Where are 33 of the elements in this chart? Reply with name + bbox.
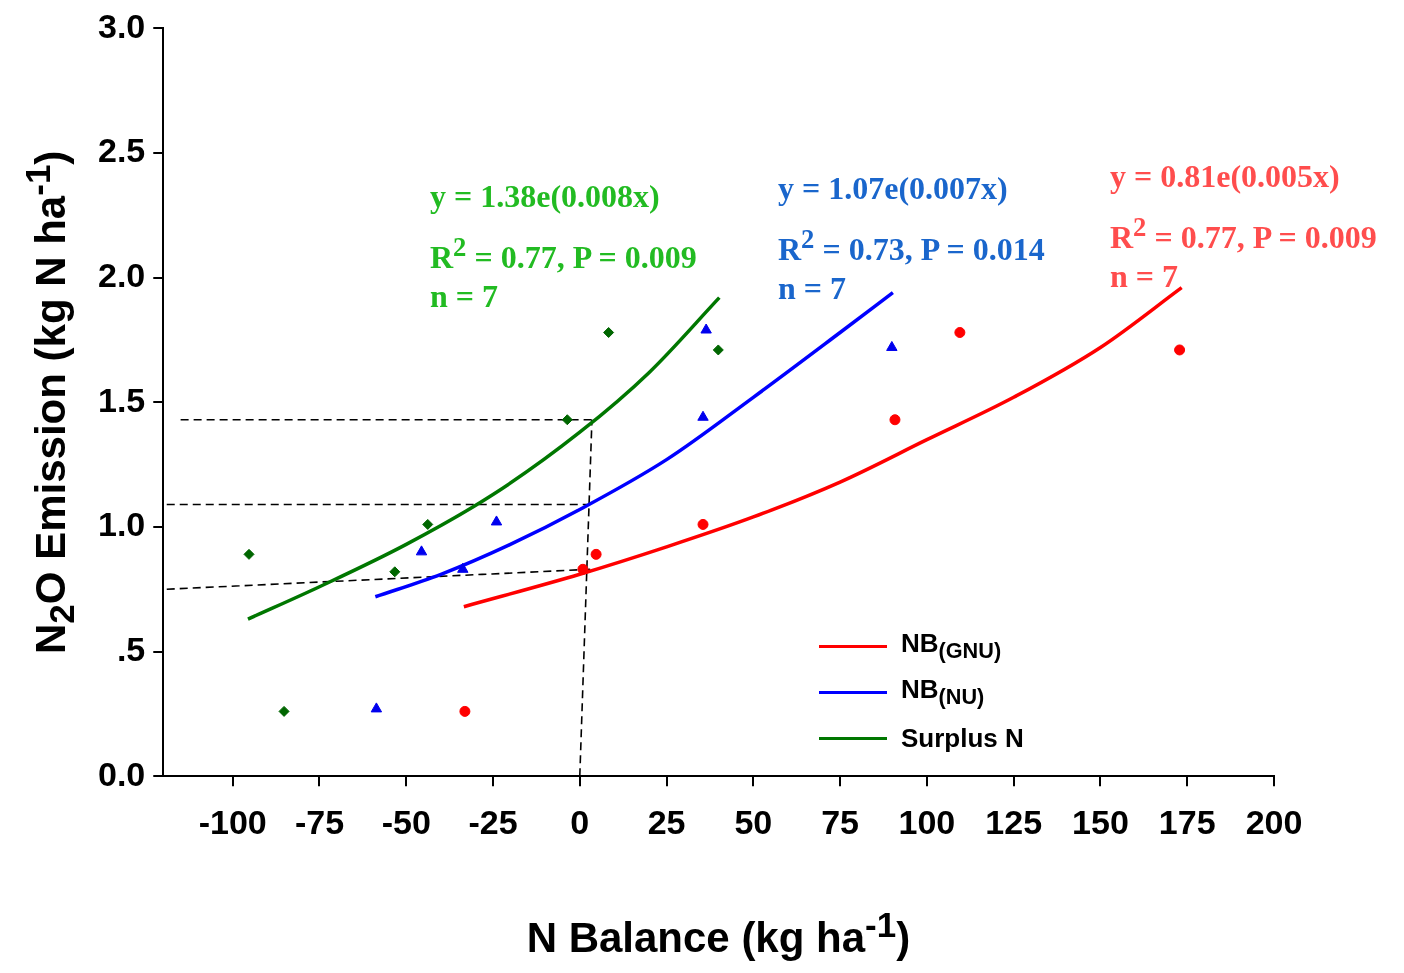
- y-tick-label: 2.5: [98, 131, 146, 170]
- annotation: n = 7: [778, 270, 847, 307]
- legend-label: NB$_{(NU)}$: [901, 674, 985, 711]
- x-tick-label: 25: [647, 802, 686, 841]
- x-axis-title: N Balance (kg ha$^{-1}$): [526, 905, 911, 962]
- x-tick-label: 200: [1245, 802, 1303, 841]
- annotation: R$^{2}$ = 0.77, P = 0.009: [430, 232, 697, 276]
- x-tick-label: -100: [198, 802, 267, 841]
- x-tick-label: 50: [734, 802, 773, 841]
- y-tick-label: 1.5: [98, 380, 146, 419]
- y-tick-label: 2.0: [98, 256, 146, 295]
- y-tick-label: 1.0: [98, 505, 146, 544]
- x-tick-label: -25: [468, 802, 518, 841]
- x-tick-label: 150: [1072, 802, 1129, 841]
- annotation: y = 1.07e(0.007x): [778, 170, 1008, 207]
- annotation: y = 1.38e(0.008x): [430, 178, 660, 215]
- y-tick-label: 3.0: [98, 6, 146, 45]
- y-tick-label: 0.0: [98, 754, 146, 793]
- annotation: n = 7: [430, 278, 499, 315]
- y-tick-label: .5: [116, 629, 146, 668]
- x-tick-label: -75: [294, 802, 345, 841]
- x-tick-label: 100: [898, 802, 956, 841]
- x-tick-label: 0: [570, 802, 590, 841]
- x-tick-label: -50: [381, 802, 431, 841]
- annotation: n = 7: [1110, 258, 1179, 295]
- annotation: R$^{2}$ = 0.77, P = 0.009: [1110, 212, 1377, 256]
- legend-label: Surplus N: [901, 722, 1024, 754]
- x-tick-label: 175: [1158, 802, 1216, 841]
- legend-label: NB$_{(GNU)}$: [901, 628, 1002, 665]
- annotation: R$^{2}$ = 0.73, P = 0.014: [778, 224, 1045, 268]
- x-tick-label: 75: [821, 802, 860, 841]
- x-tick-label: 125: [985, 802, 1043, 841]
- annotation: y = 0.81e(0.005x): [1110, 158, 1340, 195]
